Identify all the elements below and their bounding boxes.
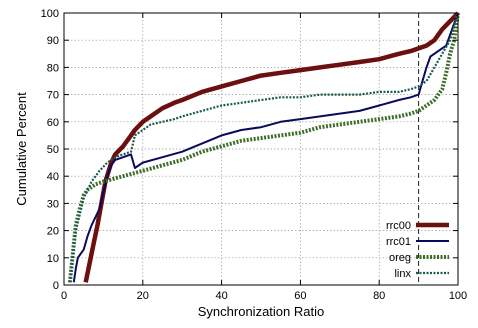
y-tick-label: 60 [47,117,59,129]
series-lines [67,11,460,283]
y-tick-label: 10 [47,253,59,265]
series-line-oreg [67,12,460,283]
y-tick-label: 90 [47,35,59,47]
legend-label-linx: linx [394,268,411,280]
grid [64,13,458,285]
x-tick-label: 80 [373,290,385,302]
legend-label-oreg: oreg [389,252,411,264]
y-tick-label: 100 [41,8,59,20]
x-axis-title: Synchronization Ratio [198,304,324,319]
y-tick-label: 50 [47,144,59,156]
y-tick-label: 0 [53,280,59,292]
x-tick-label: 60 [294,290,306,302]
x-tick-label: 40 [215,290,227,302]
legend-label-rrc00: rrc00 [386,220,411,232]
legend: rrc00 rrc01 oreg linx [386,220,449,280]
x-tick-label: 100 [449,290,467,302]
y-tick-label: 20 [47,226,59,238]
legend-label-rrc01: rrc01 [386,236,411,248]
x-tick-label: 0 [61,290,67,302]
series-line-rrc01 [72,12,459,283]
y-tick-label: 30 [47,198,59,210]
axes [63,12,459,286]
tick-labels: 0 20 40 60 80 100 0 10 20 30 40 50 60 70 80 90 100 [41,8,468,302]
y-tick-label: 40 [47,171,59,183]
y-tick-label: 70 [47,90,59,102]
series-line-linx [68,12,460,283]
y-axis-title: Cumulative Percent [14,92,29,206]
y-tick-label: 80 [47,62,59,74]
x-tick-label: 20 [137,290,149,302]
